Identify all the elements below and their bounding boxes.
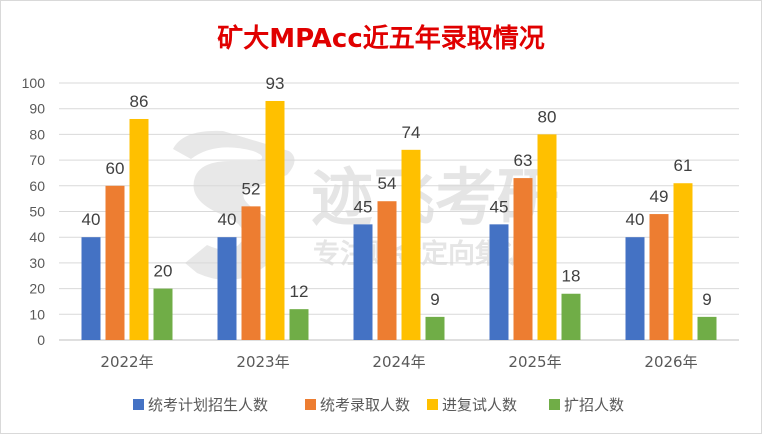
chart-title: 矿大MPAcc近五年录取情况 <box>217 23 545 54</box>
data-label: 54 <box>378 174 397 193</box>
data-label: 9 <box>702 290 711 309</box>
legend-swatch <box>427 399 438 410</box>
legend-label: 扩招人数 <box>564 396 624 414</box>
bar <box>625 237 645 340</box>
bar <box>489 224 509 340</box>
x-tick-label: 2022年 <box>100 353 153 371</box>
bar <box>561 293 581 340</box>
bar <box>241 206 261 340</box>
data-label: 93 <box>266 74 285 93</box>
data-label: 9 <box>430 290 439 309</box>
x-tick-label: 2023年 <box>236 353 289 371</box>
data-label: 80 <box>538 107 557 126</box>
y-tick-label: 10 <box>29 306 45 322</box>
x-axis: 2022年 2023年 2024年 2025年 2026年 <box>100 353 697 371</box>
y-tick-label: 70 <box>29 152 45 168</box>
y-tick-label: 80 <box>29 126 45 142</box>
y-tick-label: 60 <box>29 178 45 194</box>
y-tick-label: 40 <box>29 229 45 245</box>
legend-label: 进复试人数 <box>442 396 517 414</box>
bar <box>81 237 101 340</box>
data-label: 52 <box>242 179 261 198</box>
legend-swatch <box>305 399 316 410</box>
y-tick-label: 20 <box>29 281 45 297</box>
data-label: 63 <box>514 151 533 170</box>
legend-label: 统考录取人数 <box>320 396 410 414</box>
data-label: 18 <box>562 267 581 286</box>
data-label: 74 <box>402 123 421 142</box>
y-tick-label: 0 <box>37 332 45 348</box>
bar <box>537 134 557 340</box>
legend-label: 统考计划招生人数 <box>148 396 268 414</box>
x-tick-label: 2025年 <box>508 353 561 371</box>
data-label: 40 <box>82 210 101 229</box>
bar <box>129 118 149 340</box>
data-label: 45 <box>490 197 509 216</box>
bar <box>649 214 669 340</box>
bar <box>105 185 125 340</box>
bar <box>289 309 309 340</box>
data-label: 20 <box>154 262 173 281</box>
data-label: 40 <box>626 210 645 229</box>
bar <box>153 288 173 340</box>
data-label: 86 <box>130 92 149 111</box>
bar <box>353 224 373 340</box>
bar <box>265 100 285 341</box>
bar <box>425 316 445 340</box>
legend-swatch <box>549 399 560 410</box>
y-tick-label: 100 <box>22 75 46 91</box>
x-tick-label: 2024年 <box>372 353 425 371</box>
bar <box>673 183 693 340</box>
s-logo-icon <box>173 130 295 281</box>
x-tick-label: 2026年 <box>644 353 697 371</box>
data-label: 12 <box>290 282 309 301</box>
data-label: 60 <box>106 159 125 178</box>
bars <box>81 100 717 341</box>
bar <box>513 178 533 340</box>
bar <box>377 201 397 340</box>
data-label: 61 <box>674 156 693 175</box>
legend: 统考计划招生人数 统考录取人数 进复试人数 扩招人数 <box>133 396 624 414</box>
y-tick-label: 30 <box>29 255 45 271</box>
bar <box>697 316 717 340</box>
y-tick-label: 50 <box>29 204 45 220</box>
legend-swatch <box>133 399 144 410</box>
y-axis: 0 10 20 30 40 50 60 70 80 90 100 <box>22 75 46 348</box>
y-tick-label: 90 <box>29 101 45 117</box>
data-label: 40 <box>218 210 237 229</box>
bar <box>401 149 421 340</box>
data-label: 45 <box>354 197 373 216</box>
bar <box>217 237 237 340</box>
data-labels: 40 60 86 20 40 52 93 12 45 54 74 9 45 63 80 18 40 49 61 9 <box>82 74 712 309</box>
data-label: 49 <box>650 187 669 206</box>
